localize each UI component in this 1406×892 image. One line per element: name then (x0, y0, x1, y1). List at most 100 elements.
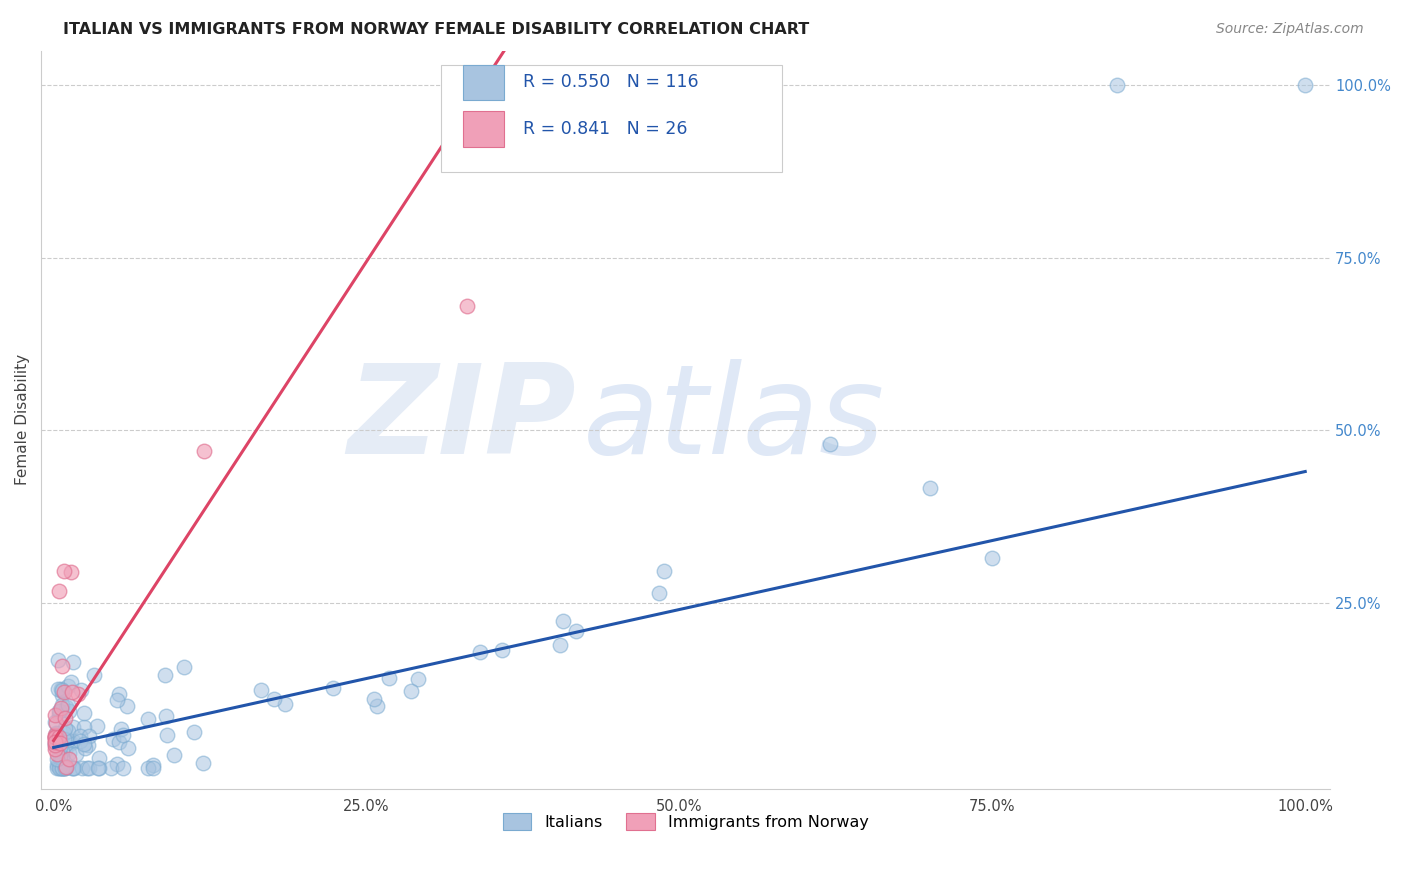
Italians (110, 722, 132, 736)
Italians (155, 667, 177, 681)
Italians (53, 743, 76, 757)
Italians (101, 732, 124, 747)
Italians (56, 679, 79, 693)
Italians (648, 586, 671, 600)
Text: R = 0.550   N = 116: R = 0.550 N = 116 (523, 73, 699, 91)
Italians (62, 734, 84, 748)
Immigrants from Norway (44, 735, 66, 749)
Italians (108, 735, 131, 749)
Text: ZIP: ZIP (347, 359, 576, 480)
Italians (565, 624, 588, 639)
Italians (62, 655, 84, 669)
Legend: Italians, Immigrants from Norway: Italians, Immigrants from Norway (496, 807, 875, 837)
Immigrants from Norway (52, 564, 75, 578)
Immigrants from Norway (44, 739, 66, 753)
Immigrants from Norway (59, 565, 82, 579)
Italians (51, 683, 73, 698)
Italians (468, 645, 491, 659)
Italians (46, 652, 69, 666)
Italians (70, 761, 93, 775)
Italians (53, 761, 76, 775)
Italians (79, 761, 101, 775)
Italians (117, 741, 139, 756)
Immigrants from Norway (51, 659, 73, 673)
Italians (77, 738, 100, 752)
Immigrants from Norway (46, 747, 69, 762)
Immigrants from Norway (44, 707, 66, 722)
Immigrants from Norway (49, 736, 72, 750)
Italians (491, 643, 513, 657)
Italians (44, 736, 66, 750)
Italians (60, 761, 83, 775)
Italians (183, 725, 205, 739)
Italians (62, 761, 84, 775)
Italians (408, 673, 430, 687)
Immigrants from Norway (52, 684, 75, 698)
Italians (45, 736, 67, 750)
Italians (1294, 78, 1316, 92)
Italians (44, 738, 66, 752)
Italians (58, 746, 80, 760)
Italians (53, 761, 76, 775)
Italians (45, 727, 67, 741)
Italians (73, 720, 96, 734)
Italians (62, 761, 84, 775)
Italians (250, 683, 273, 698)
Italians (49, 704, 72, 718)
Italians (105, 756, 128, 771)
Italians (56, 733, 79, 747)
Italians (112, 728, 135, 742)
Italians (46, 682, 69, 697)
Italians (173, 660, 195, 674)
Italians (48, 757, 70, 772)
Immigrants from Norway (48, 730, 70, 744)
Italians (73, 706, 96, 720)
Italians (55, 699, 77, 714)
Italians (366, 699, 388, 714)
Italians (56, 698, 79, 712)
Italians (1107, 78, 1129, 92)
Immigrants from Norway (67, 687, 90, 701)
Italians (53, 758, 76, 772)
Italians (51, 681, 73, 696)
Italians (87, 761, 110, 775)
Italians (58, 705, 80, 719)
Italians (62, 720, 84, 734)
Immigrants from Norway (456, 299, 478, 313)
Italians (377, 671, 399, 685)
Italians (59, 675, 82, 690)
Immigrants from Norway (60, 685, 83, 699)
Immigrants from Norway (45, 716, 67, 731)
Italians (163, 747, 186, 762)
Immigrants from Norway (193, 443, 215, 458)
Italians (51, 750, 73, 764)
Bar (463, 65, 503, 100)
Italians (49, 739, 72, 754)
Italians (548, 638, 571, 652)
Italians (69, 734, 91, 748)
Italians (55, 721, 77, 735)
Italians (263, 692, 285, 706)
Italians (59, 736, 82, 750)
Immigrants from Norway (58, 752, 80, 766)
Italians (45, 725, 67, 739)
Y-axis label: Female Disability: Female Disability (15, 354, 30, 485)
FancyBboxPatch shape (440, 65, 782, 172)
Italians (49, 750, 72, 764)
Italians (142, 758, 165, 772)
Italians (45, 751, 67, 765)
Italians (48, 708, 70, 723)
Italians (652, 564, 675, 578)
Italians (100, 761, 122, 775)
Italians (69, 729, 91, 743)
Italians (49, 761, 72, 775)
Italians (48, 747, 70, 761)
Immigrants from Norway (44, 731, 66, 745)
Italians (193, 756, 215, 770)
Italians (51, 761, 73, 775)
Italians (70, 682, 93, 697)
Italians (551, 614, 574, 628)
Italians (51, 744, 73, 758)
Italians (76, 761, 98, 775)
Italians (136, 761, 159, 775)
